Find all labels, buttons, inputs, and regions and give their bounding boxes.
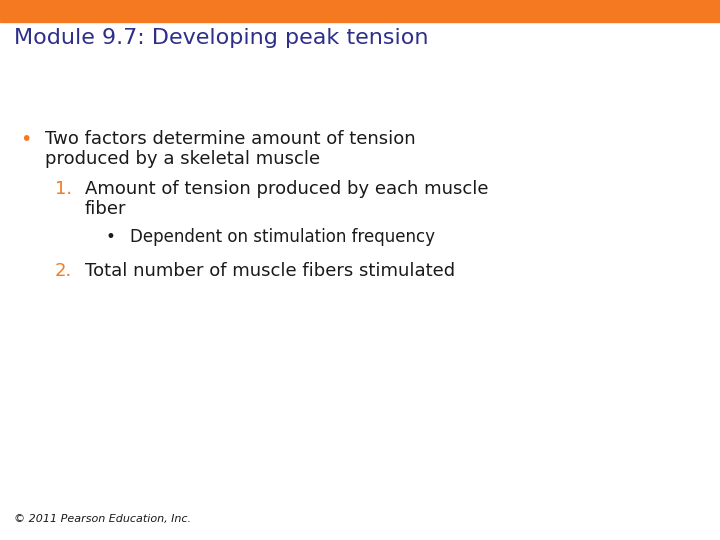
Text: •: • (20, 130, 32, 149)
Text: Dependent on stimulation frequency: Dependent on stimulation frequency (130, 228, 435, 246)
Text: Amount of tension produced by each muscle: Amount of tension produced by each muscl… (85, 180, 488, 198)
Text: 2.: 2. (55, 262, 72, 280)
Text: produced by a skeletal muscle: produced by a skeletal muscle (45, 150, 320, 168)
Text: 1.: 1. (55, 180, 72, 198)
Text: Total number of muscle fibers stimulated: Total number of muscle fibers stimulated (85, 262, 455, 280)
Text: Module 9.7: Developing peak tension: Module 9.7: Developing peak tension (14, 28, 428, 48)
Text: fiber: fiber (85, 200, 127, 218)
Text: © 2011 Pearson Education, Inc.: © 2011 Pearson Education, Inc. (14, 514, 191, 524)
Text: Two factors determine amount of tension: Two factors determine amount of tension (45, 130, 415, 148)
Bar (0, 0, 720, 22)
Text: •: • (105, 228, 115, 246)
